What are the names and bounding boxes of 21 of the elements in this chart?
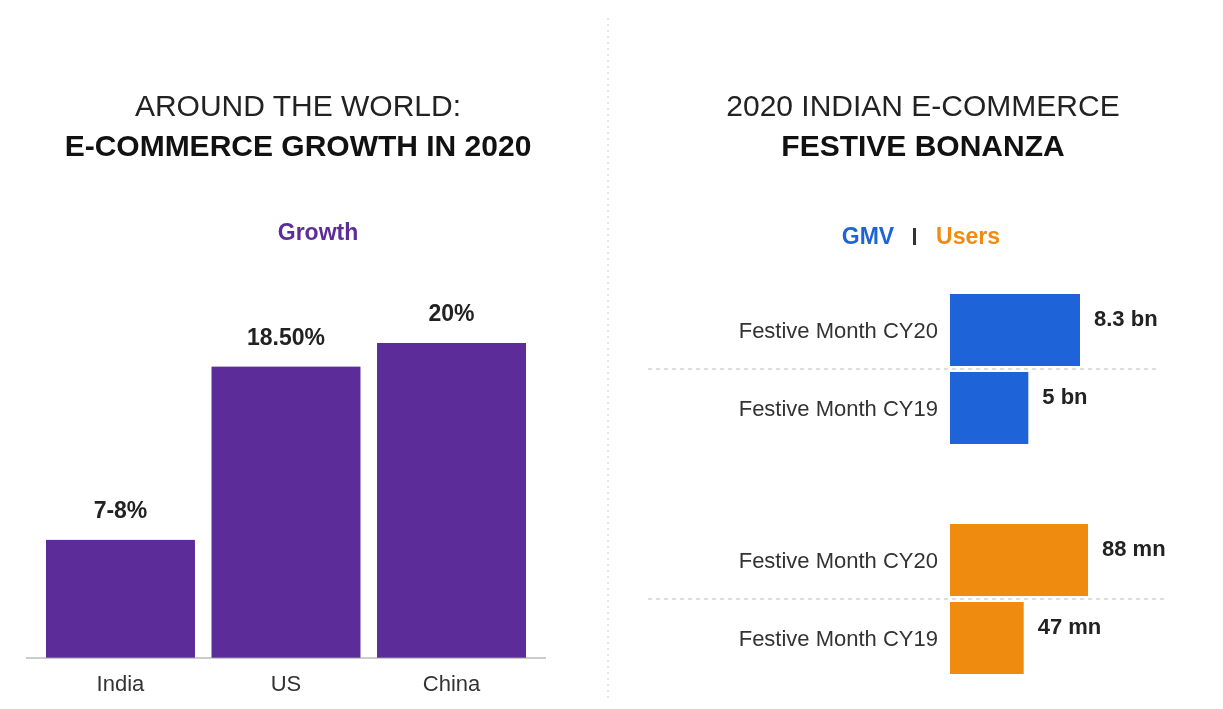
chart-title: 2020 INDIAN E-COMMERCE (726, 89, 1120, 122)
data-label: 5 bn (1042, 384, 1088, 409)
data-label: 20% (428, 300, 475, 326)
y-tick-label: Festive Month CY20 (738, 318, 938, 343)
chart-subtitle: E-COMMERCE GROWTH IN 2020 (64, 129, 532, 162)
text: Users (936, 223, 1000, 249)
text: GMV (841, 223, 895, 249)
y-tick-label: Festive Month CY19 (738, 626, 938, 651)
chart-subtitle: FESTIVE BONANZA (781, 129, 1065, 162)
data-label: 88 mn (1102, 536, 1166, 561)
chart-title: AROUND THE WORLD: (134, 89, 462, 122)
data-label: 8.3 bn (1094, 306, 1158, 331)
data-label: 47 mn (1037, 614, 1102, 639)
text: Growth (277, 219, 359, 245)
x-tick-label: US (270, 671, 302, 696)
x-tick-label: India (96, 671, 146, 696)
data-label: 18.50% (246, 323, 326, 350)
x-tick-label: China (422, 671, 482, 696)
y-tick-label: Festive Month CY19 (738, 396, 938, 421)
data-label: 7-8% (93, 496, 148, 523)
y-tick-label: Festive Month CY20 (738, 548, 938, 573)
